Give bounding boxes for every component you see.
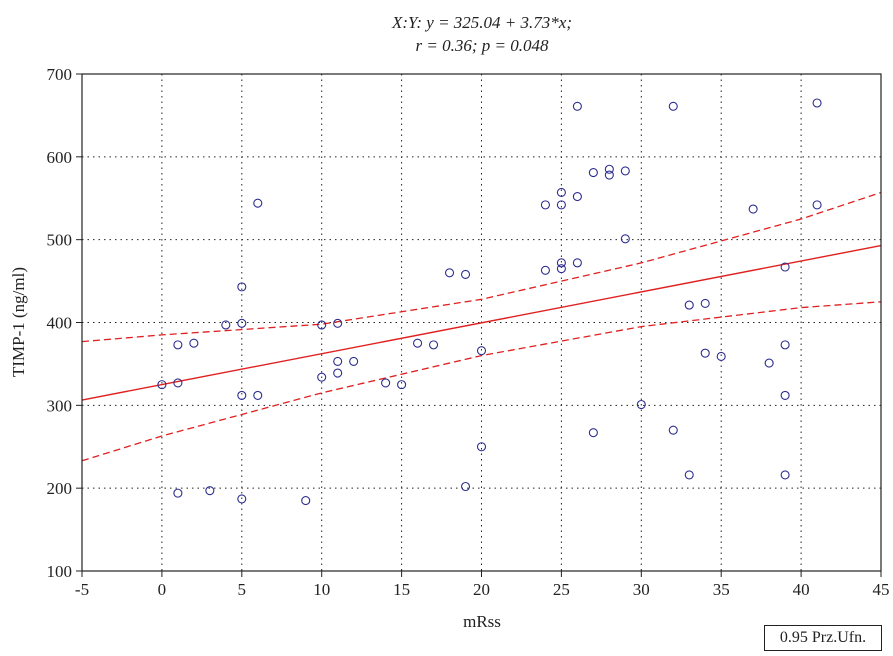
- chart-title-line2: r = 0.36; p = 0.048: [416, 36, 549, 55]
- data-point: [237, 282, 247, 292]
- data-point: [684, 300, 694, 310]
- data-points: [157, 98, 822, 506]
- x-tick-label: 15: [393, 580, 410, 599]
- legend-label: 0.95 Prz.Ufn.: [779, 629, 867, 646]
- data-point: [556, 200, 566, 210]
- data-point: [157, 380, 167, 390]
- data-point: [572, 101, 582, 111]
- regression-line-group: [81, 244, 882, 401]
- data-point: [173, 378, 183, 388]
- data-point: [253, 198, 263, 208]
- data-point: [636, 399, 646, 410]
- data-point: [668, 101, 678, 111]
- data-point: [700, 298, 710, 308]
- data-point: [620, 234, 630, 244]
- x-tick-label: 45: [873, 580, 890, 599]
- data-point: [397, 380, 407, 390]
- data-point: [700, 348, 710, 358]
- data-point: [684, 470, 694, 480]
- regression-line: [81, 244, 882, 401]
- confidence-band-lower: [81, 301, 882, 462]
- chart-title-line1: X:Y: y = 325.04 + 3.73*x;: [391, 13, 572, 32]
- data-point: [221, 320, 231, 330]
- data-point: [253, 390, 263, 400]
- y-tick-label: 100: [47, 562, 73, 581]
- confidence-band-upper: [81, 191, 882, 343]
- data-point: [317, 320, 327, 330]
- confidence-band: [81, 191, 882, 462]
- data-point: [668, 425, 678, 435]
- y-tick-label: 500: [47, 231, 73, 250]
- data-point: [237, 494, 247, 504]
- data-point: [301, 496, 311, 506]
- data-point: [381, 378, 391, 388]
- x-tick-label: 10: [313, 580, 330, 599]
- data-point: [460, 269, 471, 280]
- data-point: [556, 187, 566, 198]
- y-tick-label: 300: [47, 396, 73, 415]
- data-point: [780, 340, 790, 350]
- data-point: [173, 488, 183, 498]
- data-point: [764, 358, 774, 368]
- data-point: [349, 356, 359, 366]
- data-point: [189, 338, 199, 348]
- data-point: [588, 168, 598, 178]
- y-tick-label: 400: [47, 314, 73, 333]
- x-tick-label: 40: [793, 580, 810, 599]
- data-point: [572, 192, 582, 202]
- data-point: [748, 204, 758, 214]
- data-point: [476, 346, 487, 356]
- y-axis-label: TIMP-1 (ng/ml): [9, 267, 28, 377]
- data-point: [333, 318, 343, 328]
- x-tick-label: 5: [238, 580, 247, 599]
- data-point: [780, 262, 790, 272]
- y-tick-label: 600: [47, 148, 73, 167]
- y-tick-label: 200: [47, 479, 73, 498]
- data-point: [205, 486, 215, 496]
- data-point: [540, 200, 550, 210]
- data-point: [333, 368, 343, 378]
- data-point: [444, 268, 455, 278]
- data-point: [812, 98, 822, 108]
- x-tick-label: -5: [75, 580, 89, 599]
- data-point: [588, 428, 598, 438]
- data-point: [317, 372, 327, 382]
- data-point: [237, 318, 247, 328]
- data-point: [780, 470, 790, 480]
- data-point: [604, 164, 614, 174]
- data-point: [237, 390, 247, 400]
- data-point: [460, 481, 471, 492]
- data-point: [556, 258, 566, 268]
- data-point: [413, 338, 423, 348]
- data-point: [572, 258, 582, 268]
- x-tick-label: 0: [158, 580, 167, 599]
- data-point: [429, 340, 439, 350]
- x-axis-label: mRss: [463, 612, 501, 631]
- data-point: [812, 200, 822, 210]
- legend-box: 0.95 Prz.Ufn.: [764, 625, 882, 651]
- data-point: [173, 340, 183, 350]
- data-point: [716, 351, 726, 362]
- data-point: [780, 390, 790, 400]
- x-tick-label: 30: [633, 580, 650, 599]
- data-point: [333, 356, 343, 366]
- data-point: [604, 170, 614, 180]
- data-point: [540, 265, 550, 275]
- data-point: [476, 442, 487, 452]
- x-tick-label: 25: [553, 580, 570, 599]
- y-tick-label: 700: [47, 65, 73, 84]
- x-tick-label: 20: [473, 580, 490, 599]
- data-point: [620, 166, 630, 176]
- axis-ticks: -5 0 5 10 15 20 25 30 35 40 45 100 200 300 400 500 600 70…: [47, 65, 890, 599]
- data-point: [556, 264, 566, 274]
- x-tick-label: 35: [713, 580, 730, 599]
- grid-lines: [82, 74, 881, 571]
